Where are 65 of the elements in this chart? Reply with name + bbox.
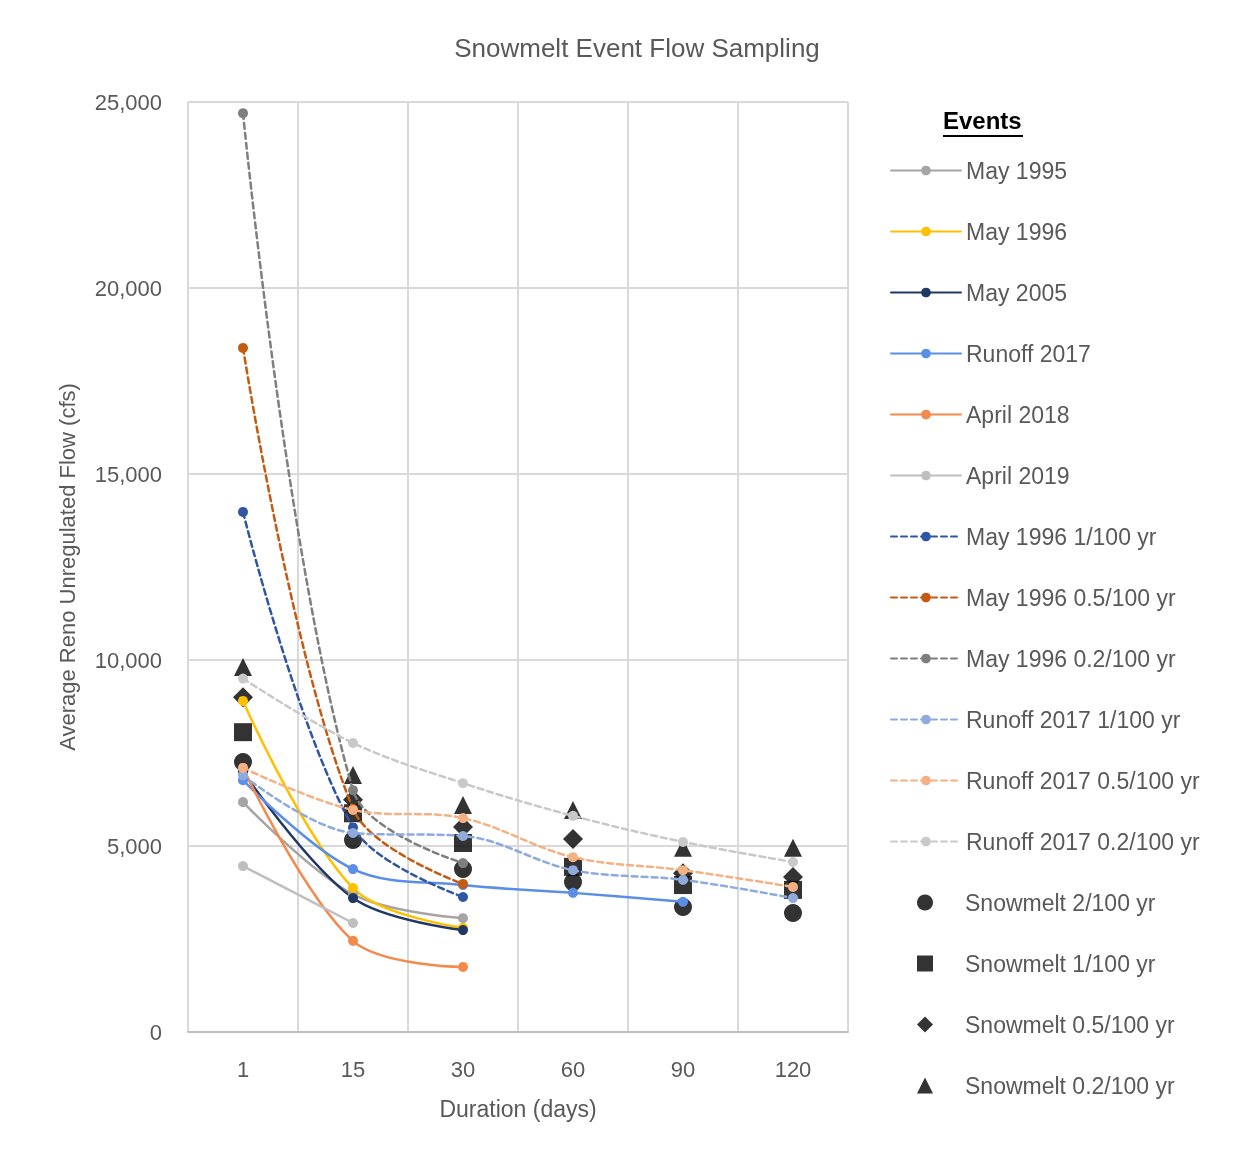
point xyxy=(238,797,248,808)
y-tick-label: 20,000 xyxy=(94,275,162,301)
legend-label: Snowmelt 0.2/100 yr xyxy=(965,1072,1175,1099)
point xyxy=(568,887,578,898)
point xyxy=(458,858,468,869)
y-tick-label: 15,000 xyxy=(94,461,162,487)
point xyxy=(458,813,468,824)
legend-label: May 1995 xyxy=(966,157,1068,184)
point xyxy=(234,723,252,742)
point xyxy=(784,838,802,857)
point xyxy=(788,893,798,904)
point xyxy=(563,828,583,849)
legend-title: Events xyxy=(943,106,1022,134)
x-tick-label: 60 xyxy=(560,1056,586,1082)
point xyxy=(458,830,468,841)
point xyxy=(458,913,468,924)
point xyxy=(348,827,358,838)
point xyxy=(454,796,472,815)
x-tick-label: 30 xyxy=(450,1056,476,1082)
legend-label: April 2019 xyxy=(966,462,1070,489)
point xyxy=(234,658,252,677)
point xyxy=(784,903,802,922)
point xyxy=(678,836,688,847)
y-tick-label: 5,000 xyxy=(106,833,162,859)
legend-label: May 1996 0.2/100 yr xyxy=(966,645,1177,672)
point xyxy=(458,961,468,972)
point xyxy=(348,737,358,748)
legend-label: May 2005 xyxy=(966,279,1068,306)
point xyxy=(238,342,248,353)
legend-label: April 2018 xyxy=(966,401,1070,428)
y-tick-label: 25,000 xyxy=(94,89,162,115)
legend-label: Runoff 2017 xyxy=(966,340,1091,367)
point xyxy=(348,883,358,894)
y-tick-label: 0 xyxy=(149,1019,162,1045)
legend-label: May 1996 xyxy=(966,218,1068,245)
point xyxy=(238,673,248,684)
point xyxy=(348,785,358,796)
legend-label: Snowmelt 1/100 yr xyxy=(965,950,1156,977)
chart-title: Snowmelt Event Flow Sampling xyxy=(454,33,820,63)
point xyxy=(788,857,798,867)
point xyxy=(458,778,468,789)
point xyxy=(568,852,578,863)
legend-label: Snowmelt 2/100 yr xyxy=(965,889,1156,916)
point xyxy=(238,861,248,872)
x-tick-label: 1 xyxy=(236,1056,250,1082)
y-tick-label: 10,000 xyxy=(94,647,162,673)
legend-label: May 1996 0.5/100 yr xyxy=(966,584,1177,611)
x-tick-label: 15 xyxy=(340,1056,366,1082)
point xyxy=(348,864,358,875)
x-tick-label: 90 xyxy=(670,1056,696,1082)
legend-label: Runoff 2017 1/100 yr xyxy=(966,706,1181,733)
point xyxy=(238,506,248,517)
point xyxy=(348,918,358,928)
x-axis-title: Duration (days) xyxy=(439,1095,597,1122)
point xyxy=(678,874,688,885)
legend-label: May 1996 1/100 yr xyxy=(966,523,1157,550)
legend-label: Snowmelt 0.5/100 yr xyxy=(965,1011,1175,1038)
x-tick-label: 120 xyxy=(774,1056,812,1082)
point xyxy=(238,108,248,119)
point xyxy=(348,935,358,946)
point xyxy=(348,893,358,904)
point xyxy=(458,891,468,902)
y-axis-title: Average Reno Unregulated Flow (cfs) xyxy=(54,383,80,751)
legend-label: Runoff 2017 0.5/100 yr xyxy=(966,767,1200,794)
legend-label: Runoff 2017 0.2/100 yr xyxy=(966,828,1200,855)
